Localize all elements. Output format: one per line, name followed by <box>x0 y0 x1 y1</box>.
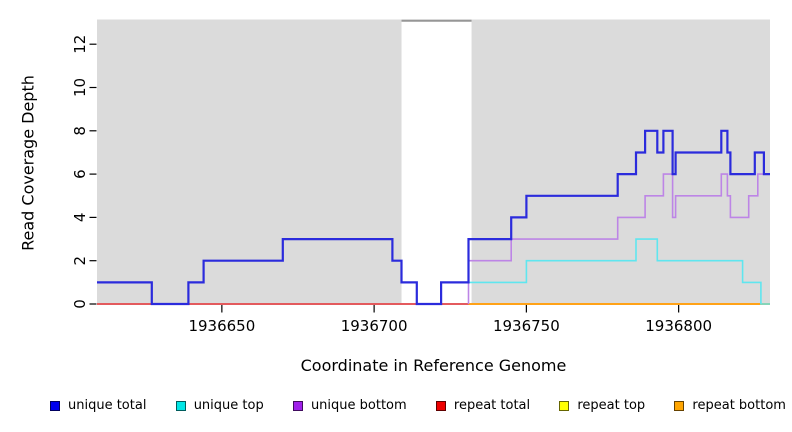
masked-region <box>401 19 472 305</box>
legend-swatch-repeat-top <box>559 400 570 411</box>
y-tick-label: 6 <box>71 169 89 179</box>
x-tick-label: 1936800 <box>645 317 712 335</box>
series-line-unique-top <box>468 238 770 305</box>
y-tick-label: 4 <box>71 213 89 223</box>
legend-label: repeat top <box>577 398 646 413</box>
coverage-chart: 1936650 1936700 1936750 1936800 0 2 4 6 8 10 12 <box>71 19 770 335</box>
legend-swatch-unique-bottom <box>292 400 303 411</box>
x-tick-label: 1936700 <box>341 317 408 335</box>
y-tick-label: 0 <box>71 299 89 309</box>
legend-label: unique top <box>193 398 264 413</box>
legend-swatch-unique-top <box>175 400 186 411</box>
legend-label: unique total <box>68 398 147 413</box>
series-line-unique-bottom <box>467 173 770 304</box>
legend: unique total unique top unique bottom repea… <box>50 398 786 413</box>
legend-item-repeat-top: repeat top <box>559 398 645 413</box>
y-tick-label: 12 <box>71 35 89 54</box>
legend-swatch-repeat-bottom <box>674 400 685 411</box>
legend-label: unique bottom <box>310 398 407 413</box>
legend-swatch-repeat-total <box>435 400 446 411</box>
legend-item-unique-top: unique top <box>175 398 264 413</box>
y-tick-label: 2 <box>71 256 89 266</box>
legend-item-repeat-total: repeat total <box>435 398 531 413</box>
legend-item-unique-bottom: unique bottom <box>292 398 407 413</box>
legend-item-unique-total: unique total <box>50 398 146 413</box>
x-tick-label: 1936750 <box>493 317 560 335</box>
series-line-unique-total <box>97 129 770 306</box>
legend-swatch-unique-total <box>50 400 60 411</box>
y-axis-title: Read Coverage Depth <box>18 75 38 251</box>
x-tick-label: 1936650 <box>188 317 255 335</box>
legend-label: repeat total <box>453 398 531 413</box>
legend-item-repeat-bottom: repeat bottom <box>674 398 786 413</box>
x-axis-title: Coordinate in Reference Genome <box>300 356 567 375</box>
y-tick-label: 10 <box>71 78 89 97</box>
legend-label: repeat bottom <box>692 398 786 413</box>
y-tick-label: 8 <box>71 126 89 136</box>
